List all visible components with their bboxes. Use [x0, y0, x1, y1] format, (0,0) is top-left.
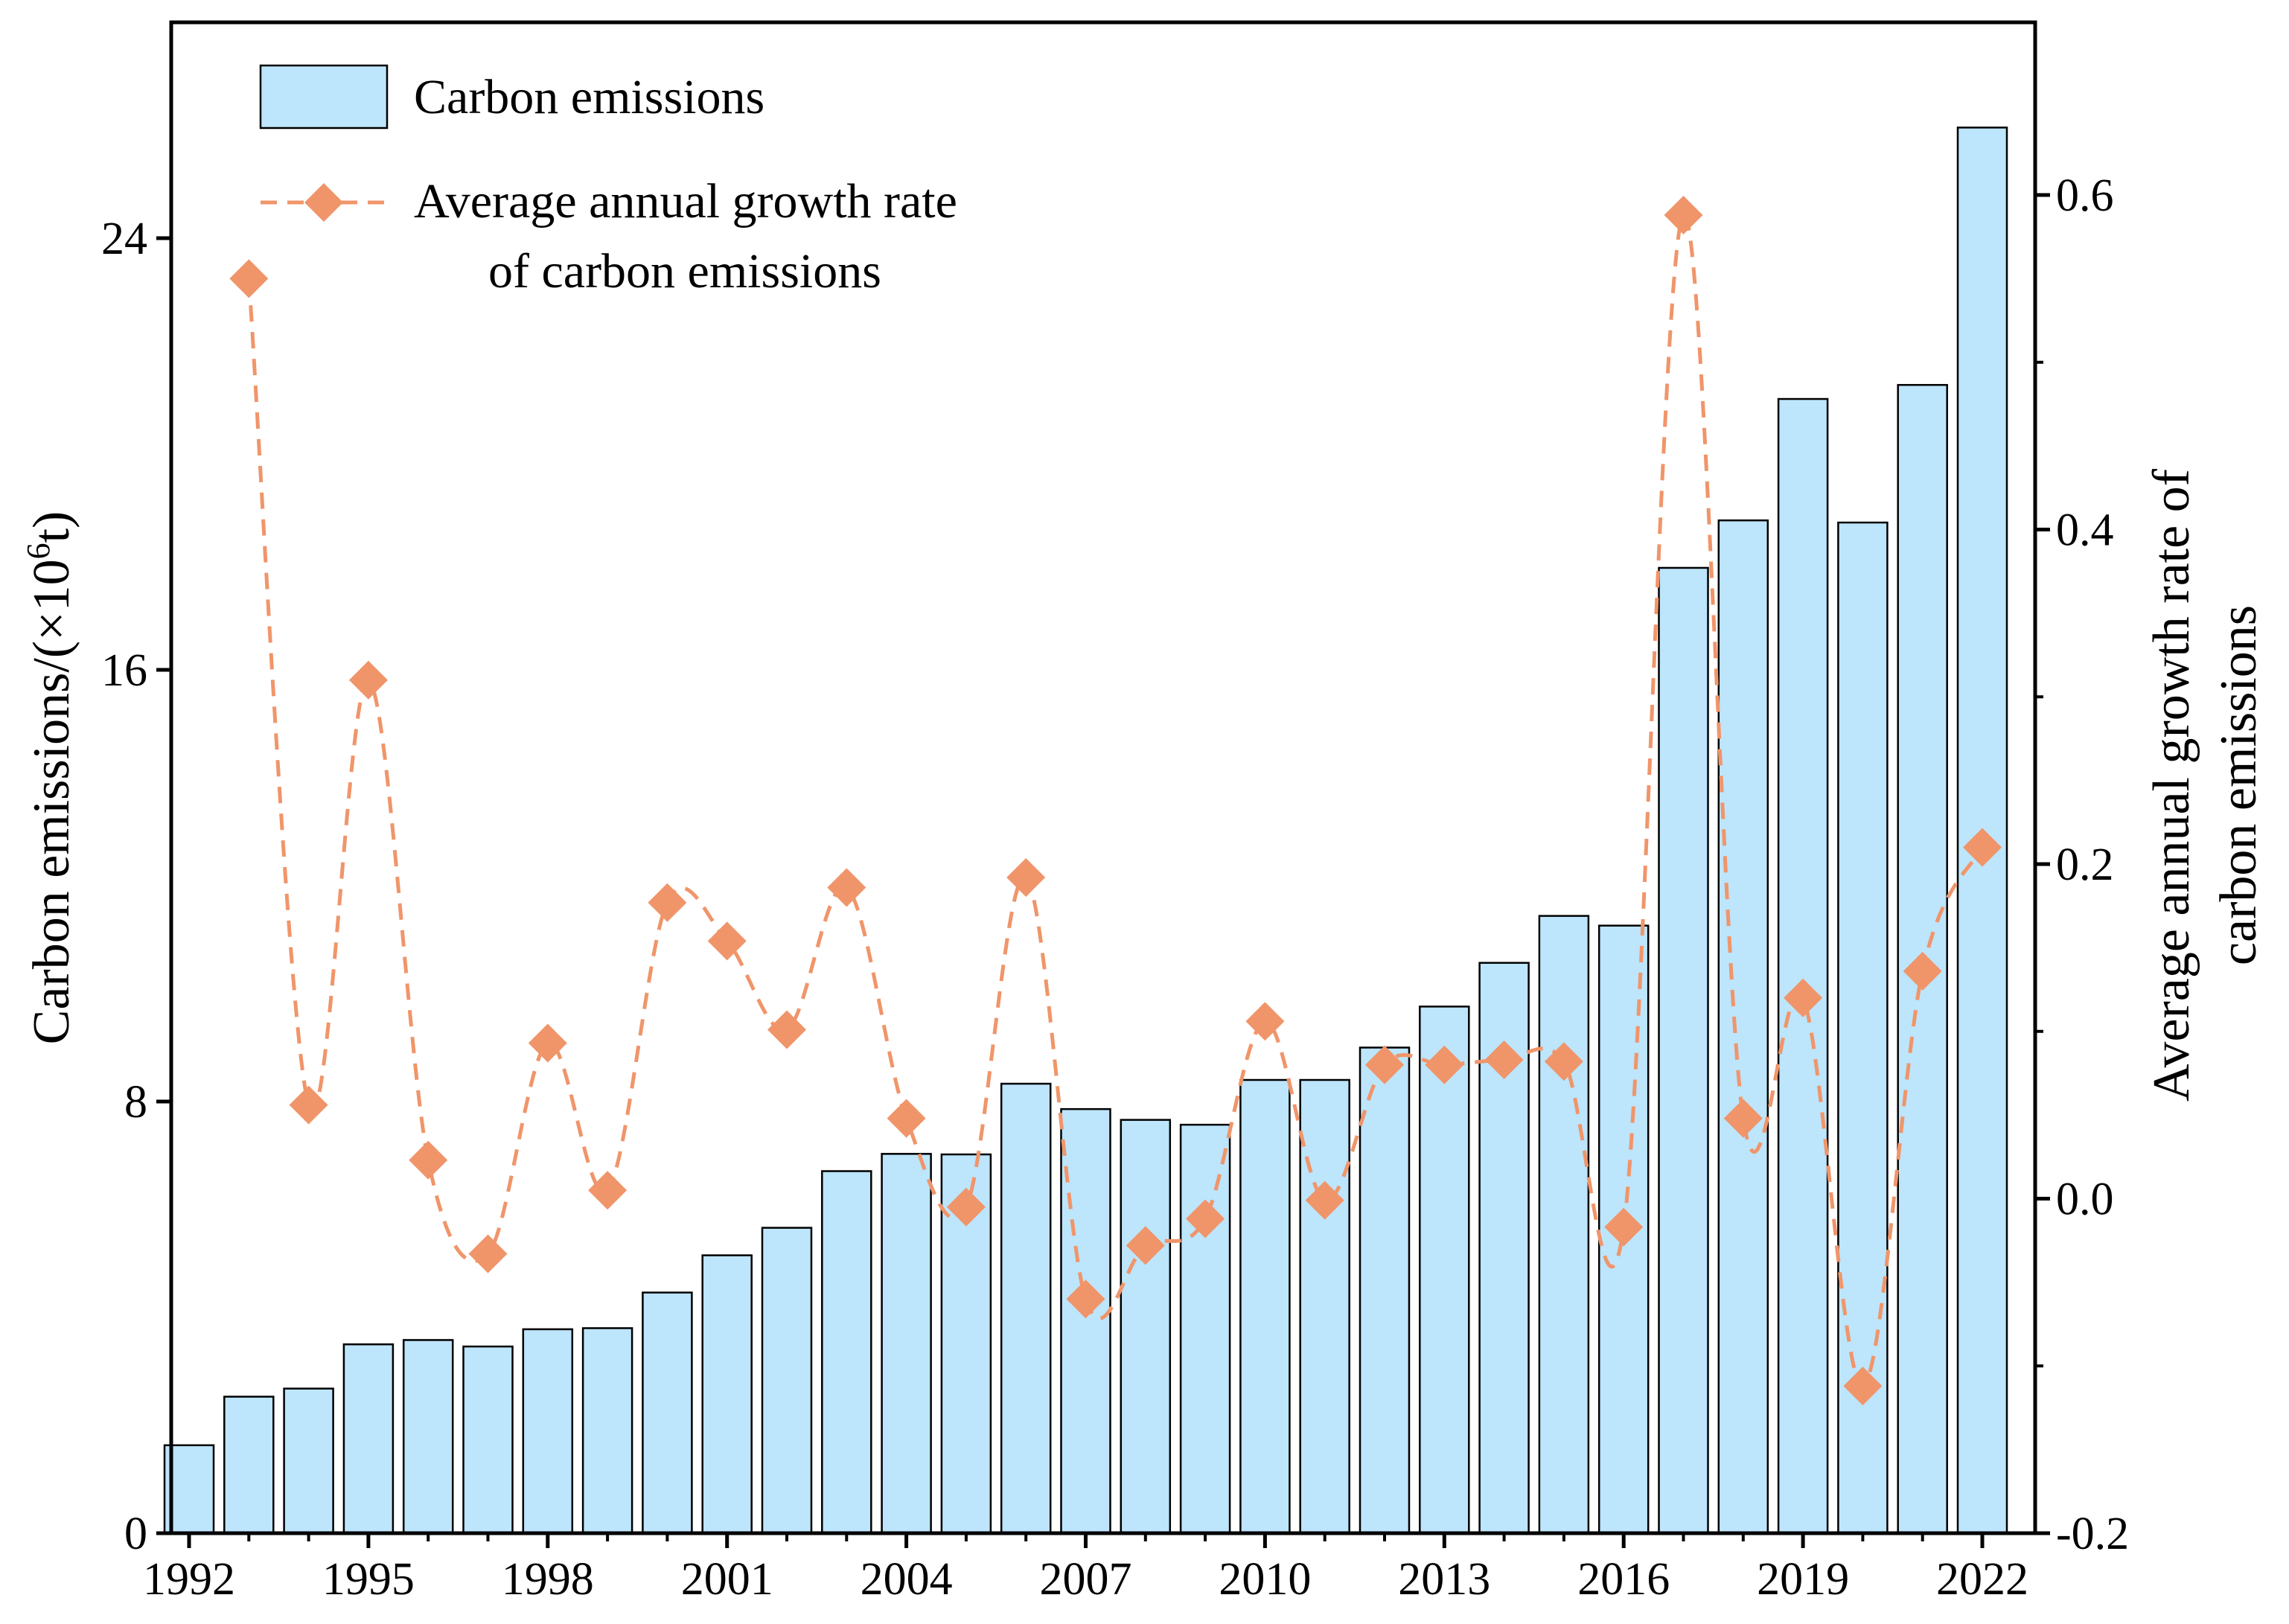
growth-marker-2014 — [1484, 1040, 1524, 1079]
bar-2001 — [701, 1254, 753, 1535]
growth-marker-2000 — [648, 883, 687, 922]
bar-2019 — [1777, 397, 1829, 1535]
growth-marker-2011 — [1305, 1180, 1344, 1220]
x-tick-label: 1998 — [502, 1554, 594, 1605]
growth-marker-2006 — [1006, 857, 1046, 897]
right-tick-label: -0.2 — [2056, 1509, 2129, 1559]
growth-marker-1998 — [528, 1023, 567, 1063]
x-tick-label: 2004 — [861, 1554, 953, 1605]
growth-marker-2016 — [1604, 1207, 1644, 1247]
growth-marker-2009 — [1186, 1199, 1225, 1238]
growth-marker-1999 — [588, 1171, 628, 1210]
x-tick-label: 1992 — [143, 1554, 235, 1605]
bar-2007 — [1060, 1107, 1111, 1535]
bar-2017 — [1658, 566, 1709, 1535]
growth-marker-2015 — [1544, 1042, 1583, 1081]
growth-marker-2020 — [1843, 1366, 1883, 1406]
legend-label-carbon-emissions: Carbon emissions — [414, 70, 764, 124]
right-tick-label: 0.0 — [2056, 1174, 2114, 1225]
bar-2006 — [1000, 1082, 1052, 1535]
x-tick-label: 1995 — [322, 1554, 415, 1605]
growth-marker-2008 — [1126, 1226, 1165, 1265]
growth-marker-2019 — [1784, 978, 1823, 1017]
bar-2013 — [1419, 1006, 1470, 1535]
legend-diamond-icon — [304, 183, 343, 222]
growth-marker-1997 — [468, 1234, 508, 1273]
growth-marker-2017 — [1664, 195, 1703, 234]
bar-2002 — [761, 1227, 813, 1535]
bar-series — [163, 127, 2008, 1535]
bar-2004 — [881, 1153, 932, 1535]
growth-marker-2018 — [1723, 1099, 1763, 1138]
growth-marker-1993 — [229, 259, 269, 298]
bar-2018 — [1717, 519, 1769, 1535]
right-axis-title: Average annual growth rate of carbon emis… — [2143, 468, 2267, 1102]
growth-marker-2005 — [946, 1187, 986, 1227]
bar-1995 — [342, 1343, 395, 1535]
growth-marker-2007 — [1066, 1279, 1105, 1319]
growth-marker-1996 — [409, 1140, 448, 1180]
bar-1997 — [462, 1345, 514, 1535]
right-tick-label: 0.4 — [2056, 505, 2114, 556]
bar-1996 — [402, 1339, 454, 1535]
x-tick-label: 2022 — [1936, 1554, 2028, 1605]
legend-label-growth-rate: Average annual growth rate — [414, 174, 957, 228]
left-tick-label: 8 — [124, 1077, 147, 1128]
bar-2012 — [1359, 1046, 1411, 1535]
x-tick-label: 2007 — [1040, 1554, 1132, 1605]
left-tick-label: 24 — [101, 214, 147, 264]
right-tick-label: 0.6 — [2056, 170, 2114, 221]
growth-marker-2022 — [1963, 828, 2002, 867]
x-tick-label: 2001 — [681, 1554, 773, 1605]
left-tick-label: 0 — [124, 1509, 147, 1559]
x-tick-label: 2010 — [1219, 1554, 1311, 1605]
bar-2011 — [1299, 1078, 1350, 1535]
growth-marker-1994 — [289, 1085, 328, 1125]
bar-2003 — [821, 1170, 872, 1535]
growth-rate-series — [229, 195, 2002, 1406]
bar-1998 — [522, 1328, 574, 1535]
bar-2008 — [1120, 1119, 1172, 1535]
x-tick-label: 2013 — [1398, 1554, 1490, 1605]
growth-marker-2012 — [1365, 1045, 1404, 1084]
legend: Carbon emissions Average annual growth ra… — [259, 64, 957, 298]
bar-2010 — [1239, 1078, 1291, 1535]
right-tick-label: 0.2 — [2056, 840, 2114, 890]
growth-marker-2002 — [767, 1010, 806, 1049]
growth-marker-2013 — [1425, 1045, 1464, 1084]
axes: 0 8 16 24 -0.2 0.0 0.2 0.4 0.6 1992 1995 1998 2001 20… — [101, 170, 2129, 1605]
bar-2000 — [642, 1291, 693, 1535]
growth-marker-1995 — [348, 660, 388, 700]
growth-marker-2010 — [1245, 1002, 1285, 1041]
bar-2015 — [1538, 915, 1590, 1535]
legend-bar-swatch — [259, 64, 389, 130]
left-axis-title: Carbon emissions/(×106t) — [20, 511, 80, 1045]
growth-marker-2021 — [1903, 951, 1942, 991]
legend-label-growth-rate-2: of carbon emissions — [488, 244, 881, 298]
left-tick-label: 16 — [101, 645, 147, 696]
x-tick-label: 2019 — [1757, 1554, 1849, 1605]
x-tick-label: 2016 — [1577, 1554, 1670, 1605]
bar-2009 — [1179, 1123, 1231, 1535]
plot-frame — [169, 20, 2037, 1535]
growth-marker-2001 — [707, 921, 747, 961]
bar-1994 — [283, 1387, 334, 1535]
growth-marker-2004 — [887, 1099, 926, 1138]
axis-titles: Carbon emissions/(×106t) Average annual g… — [20, 468, 2267, 1102]
bar-1993 — [223, 1396, 275, 1535]
bar-1999 — [581, 1327, 633, 1535]
growth-marker-2003 — [827, 868, 866, 907]
